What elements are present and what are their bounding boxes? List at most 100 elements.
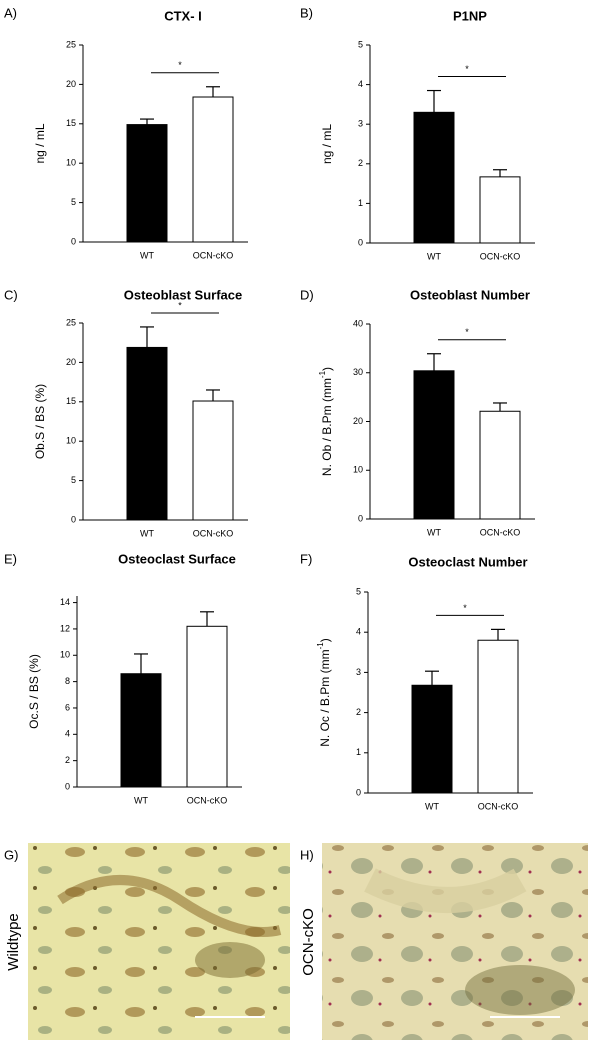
y-axis-label-end: ): [318, 638, 332, 642]
chart-title: Osteoblast Surface: [124, 287, 243, 302]
y-tick-label: 10: [353, 465, 363, 475]
y-axis-label-sup: -1: [318, 370, 327, 378]
y-axis-label: Ob.S / BS (%): [33, 384, 47, 459]
y-tick-label: 12: [60, 623, 70, 633]
y-axis-label: Oc.S / BS (%): [27, 654, 41, 729]
bar: [413, 111, 455, 244]
bar: [479, 410, 521, 520]
tissue-feature: [57, 875, 282, 937]
y-axis-label: N. Ob / B.Pm (mm-1): [318, 367, 334, 476]
x-tick-label: WT: [140, 250, 154, 260]
panel-label: F): [300, 551, 312, 566]
y-tick-label: 5: [71, 197, 76, 207]
histology-g: [28, 843, 290, 1040]
y-tick-label: 5: [71, 475, 76, 485]
x-tick-label: OCN-cKO: [478, 801, 519, 811]
tissue-feature: [465, 965, 575, 1015]
y-tick-label: 0: [358, 513, 363, 523]
y-tick-label: 4: [65, 729, 70, 739]
y-tick-label: 0: [65, 781, 70, 791]
histology-h: [322, 843, 588, 1040]
tissue-feature: [364, 868, 527, 913]
bar: [120, 673, 162, 788]
bar: [126, 124, 168, 243]
y-axis-label: ng / mL: [33, 123, 47, 163]
y-tick-label: 2: [358, 158, 363, 168]
panel-label: H): [300, 847, 314, 862]
y-axis-label-text: ng / mL: [320, 124, 334, 164]
chart-title: Osteoclast Number: [408, 554, 527, 569]
y-tick-label: 0: [358, 237, 363, 247]
y-tick-label: 0: [71, 236, 76, 246]
bar: [413, 370, 455, 520]
y-tick-label: 10: [66, 158, 76, 168]
y-tick-label: 30: [353, 367, 363, 377]
image-ocn-cko: [322, 843, 588, 1040]
y-axis-label-text: N. Oc / B.Pm (mm: [318, 649, 332, 746]
bar: [411, 684, 453, 794]
y-tick-label: 5: [358, 39, 363, 49]
bar: [192, 400, 234, 521]
y-tick-label: 15: [66, 396, 76, 406]
y-tick-label: 4: [358, 79, 363, 89]
y-tick-label: 40: [353, 318, 363, 328]
panel-label: A): [4, 5, 17, 20]
y-tick-label: 20: [66, 357, 76, 367]
y-tick-label: 14: [60, 597, 70, 607]
y-axis-label-text: N. Ob / B.Pm (mm: [320, 378, 334, 476]
y-tick-label: 25: [66, 39, 76, 49]
x-tick-label: WT: [140, 528, 154, 538]
y-tick-label: 10: [66, 436, 76, 446]
y-tick-label: 0: [71, 514, 76, 524]
panel-label: E): [4, 551, 17, 566]
chart-title: P1NP: [453, 8, 487, 23]
y-axis-label-text: Oc.S / BS (%): [27, 654, 41, 729]
x-tick-label: OCN-cKO: [193, 528, 234, 538]
significance-marker: *: [465, 327, 469, 337]
y-tick-label: 0: [356, 787, 361, 797]
image-wildtype: [28, 843, 290, 1040]
x-tick-label: WT: [425, 801, 439, 811]
y-tick-label: 6: [65, 702, 70, 712]
y-tick-label: 10: [60, 650, 70, 660]
y-tick-label: 4: [356, 627, 361, 637]
y-tick-label: 20: [353, 416, 363, 426]
x-tick-label: OCN-cKO: [480, 251, 521, 261]
y-tick-label: 5: [356, 586, 361, 596]
y-tick-label: 8: [65, 676, 70, 686]
panel-label: G): [4, 847, 18, 862]
chart-title: Osteoclast Surface: [118, 551, 236, 566]
bar: [126, 346, 168, 521]
x-tick-label: OCN-cKO: [480, 527, 521, 537]
y-tick-label: 3: [356, 667, 361, 677]
significance-marker: *: [463, 603, 467, 613]
bar: [192, 96, 234, 243]
tissue-feature: [195, 942, 265, 978]
y-axis-label: N. Oc / B.Pm (mm-1): [316, 638, 332, 746]
bar: [479, 176, 521, 244]
y-tick-label: 2: [65, 755, 70, 765]
bar: [477, 639, 519, 794]
y-tick-label: 20: [66, 79, 76, 89]
panel-label: D): [300, 287, 314, 302]
y-axis-label-sup: -1: [316, 642, 325, 650]
x-tick-label: WT: [427, 251, 441, 261]
x-tick-label: WT: [427, 527, 441, 537]
x-tick-label: OCN-cKO: [187, 795, 228, 805]
y-axis-label-end: ): [320, 367, 334, 371]
panel-label: C): [4, 287, 18, 302]
y-tick-label: 2: [356, 707, 361, 717]
y-tick-label: 25: [66, 317, 76, 327]
y-tick-label: 1: [358, 198, 363, 208]
image-label: OCN-cKO: [300, 908, 317, 976]
significance-marker: *: [178, 300, 182, 310]
y-tick-label: 1: [356, 747, 361, 757]
x-tick-label: WT: [134, 795, 148, 805]
y-tick-label: 15: [66, 118, 76, 128]
y-axis-label-text: ng / mL: [33, 123, 47, 163]
chart-title: CTX- I: [164, 8, 202, 23]
significance-marker: *: [465, 64, 469, 74]
chart-title: Osteoblast Number: [410, 287, 530, 302]
panel-label: B): [300, 5, 313, 20]
